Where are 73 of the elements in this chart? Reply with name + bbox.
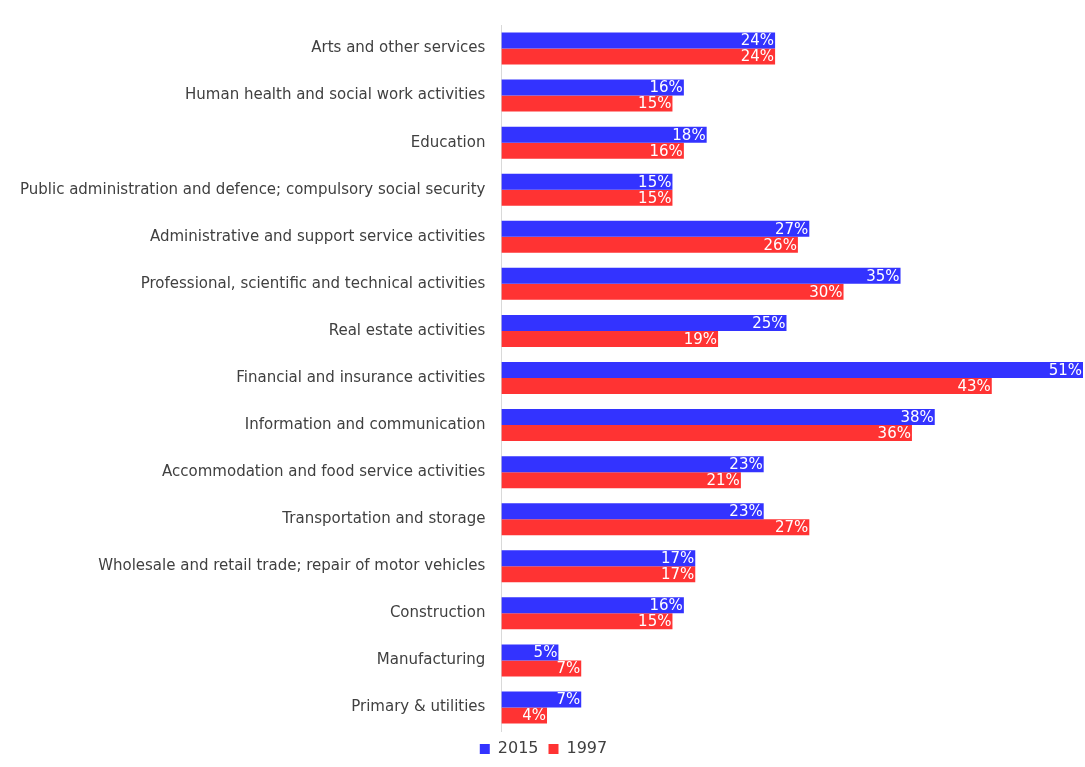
data-label: 21% [706, 471, 740, 490]
y-tick-label: Education [410, 132, 486, 151]
bar [501, 330, 719, 347]
bar [501, 519, 810, 536]
data-label: 24% [740, 47, 775, 66]
data-label: 18% [672, 125, 706, 144]
legend-label: 1997 [566, 738, 608, 758]
bar [501, 613, 673, 630]
data-label: 23% [729, 455, 763, 474]
data-label: 24% [740, 31, 775, 50]
data-label: 27% [774, 219, 809, 238]
bar [501, 597, 684, 614]
data-label: 38% [900, 407, 934, 426]
y-tick-label: Arts and other services [311, 38, 486, 57]
y-tick-label: Real estate activities [328, 320, 486, 339]
y-tick-label: Transportation and storage [281, 509, 486, 528]
bar [501, 409, 935, 426]
bar [501, 173, 673, 190]
bar [501, 378, 992, 394]
data-label: 26% [763, 235, 797, 254]
y-tick-label: Manufacturing [376, 650, 486, 669]
bar [501, 48, 776, 65]
bar [501, 267, 901, 284]
data-label: 25% [752, 313, 786, 332]
data-label: 7% [556, 690, 581, 709]
data-label: 43% [957, 376, 991, 395]
y-tick-label: Wholesale and retail trade; repair of motor vehicles [98, 556, 486, 575]
y-tick-label: Financial and insurance activities [236, 367, 486, 386]
data-label: 19% [683, 329, 718, 348]
bar [501, 362, 1083, 378]
data-label: 15% [638, 188, 672, 207]
bar [501, 314, 787, 331]
data-label: 15% [638, 612, 672, 631]
y-tick-label: Professional, scientific and technical activities [140, 273, 486, 292]
y-tick-label: Construction [389, 603, 486, 622]
bar [501, 95, 673, 112]
bar [501, 472, 741, 489]
y-tick-label: Information and communication [244, 414, 486, 433]
data-label: 30% [809, 282, 843, 301]
bar [501, 503, 764, 520]
data-label: 5% [533, 643, 558, 662]
data-label: 15% [638, 94, 672, 113]
y-tick-label: Human health and social work activities [185, 85, 486, 104]
bar [501, 456, 764, 473]
data-label: 16% [649, 141, 683, 160]
data-label: 27% [774, 518, 809, 537]
bar [501, 189, 673, 206]
data-label: 23% [729, 502, 763, 521]
data-label: 4% [522, 706, 547, 725]
y-tick-label: Accommodation and food service activities [162, 462, 486, 481]
data-label: 17% [660, 565, 695, 584]
bar [501, 283, 844, 300]
bar [501, 566, 696, 583]
data-label: 16% [649, 596, 683, 615]
data-label: 36% [877, 423, 911, 442]
bar [501, 220, 810, 237]
bar [501, 79, 684, 96]
y-tick-label: Primary & utilities [351, 697, 486, 716]
legend-label: 2015 [497, 738, 539, 758]
data-label: 17% [660, 549, 695, 568]
data-label: 35% [866, 266, 900, 285]
bar [501, 126, 707, 143]
data-label: 51% [1048, 360, 1082, 379]
bar [501, 425, 912, 442]
data-label: 16% [649, 78, 683, 97]
data-label: 15% [638, 172, 672, 191]
bar [501, 236, 798, 253]
bar [501, 142, 684, 159]
y-tick-label: Public administration and defence; compulsory social security [19, 179, 486, 198]
bar [501, 550, 696, 567]
data-label: 7% [556, 659, 581, 678]
y-tick-label: Administrative and support service activities [149, 226, 486, 245]
bar [501, 32, 776, 49]
